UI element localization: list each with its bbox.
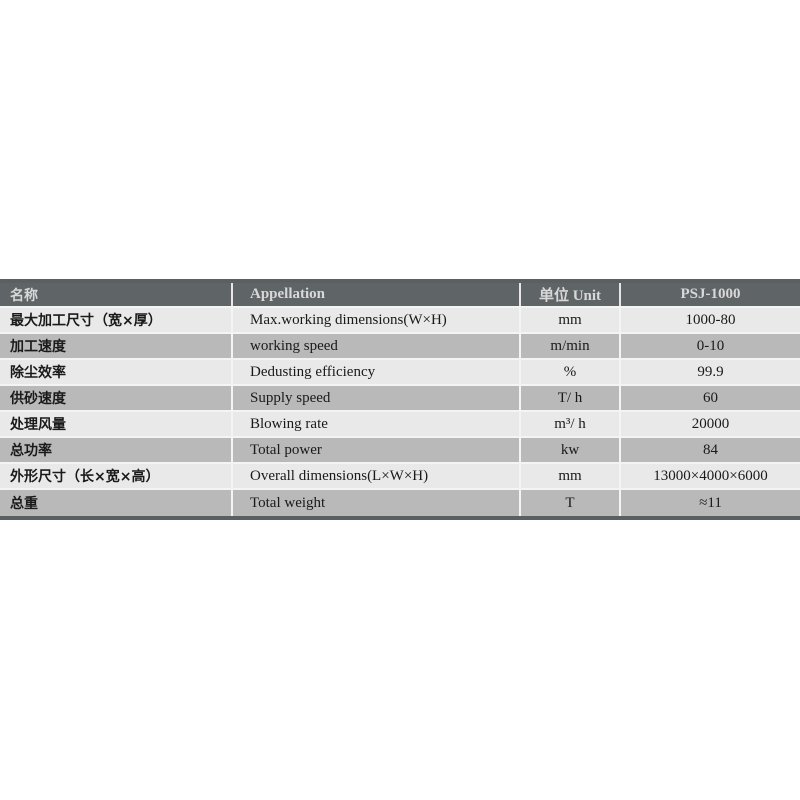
header-model: PSJ-1000 [680,286,741,302]
cell-value: 99.9 [697,363,724,380]
cell-value: 0-10 [696,337,725,354]
cell-name: 除尘效率 [0,360,233,384]
cell-unit: T [521,490,621,516]
header-name: 名称 [0,283,233,306]
cell-name: 加工速度 [0,334,233,358]
table-header: 名称 Appellation 单位 Unit PSJ-1000 [0,283,800,308]
cell-name: 外形尺寸（长×宽×高） [0,464,233,488]
cell-appellation: Blowing rate [233,412,521,436]
cell-value: 13000×4000×6000 [653,467,768,484]
cell-value: ≈11 [699,494,722,511]
cell-name: 处理风量 [0,412,233,436]
spec-table: 名称 Appellation 单位 Unit PSJ-1000 最大加工尺寸（宽… [0,279,800,520]
table-row: 总重 Total weight T ≈11 [0,490,800,516]
cell-unit: m/min [521,334,621,358]
cell-unit: m³/ h [521,412,621,436]
table-row: 最大加工尺寸（宽×厚） Max.working dimensions(W×H) mm… [0,308,800,334]
cell-unit: % [521,360,621,384]
cell-value: 60 [703,389,718,406]
cell-unit: mm [521,464,621,488]
cell-value: 84 [703,441,718,458]
table-row: 除尘效率 Dedusting efficiency% 99.9 [0,360,800,386]
cell-appellation: Total power [233,438,521,462]
table-row: 处理风量 Blowing rate m³/ h 20000 [0,412,800,438]
header-unit: 单位 Unit [521,283,621,306]
cell-appellation: Max.working dimensions(W×H) [233,308,521,332]
table-row: 外形尺寸（长×宽×高） Overall dimensions(L×W×H) mm 13… [0,464,800,490]
table-row: 加工速度 working speed m/min 0-10 [0,334,800,360]
cell-unit: T/ h [521,386,621,410]
cell-appellation: working speed [233,334,521,358]
cell-unit: kw [521,438,621,462]
cell-value: 1000-80 [685,311,736,328]
table-row: 供砂速度 Supply speed T/ h 60 [0,386,800,412]
cell-appellation: Overall dimensions(L×W×H) [233,464,521,488]
header-appellation: Appellation [233,283,521,306]
cell-value: 20000 [691,415,730,432]
cell-unit: mm [521,308,621,332]
cell-name: 总功率 [0,438,233,462]
table-row: 总功率 Total power kw 84 [0,438,800,464]
cell-appellation: Total weight [233,490,521,516]
cell-name: 总重 [0,490,233,516]
cell-name: 最大加工尺寸（宽×厚） [0,308,233,332]
cell-name: 供砂速度 [0,386,233,410]
cell-appellation: Dedusting efficiency [233,360,521,384]
cell-appellation: Supply speed [233,386,521,410]
